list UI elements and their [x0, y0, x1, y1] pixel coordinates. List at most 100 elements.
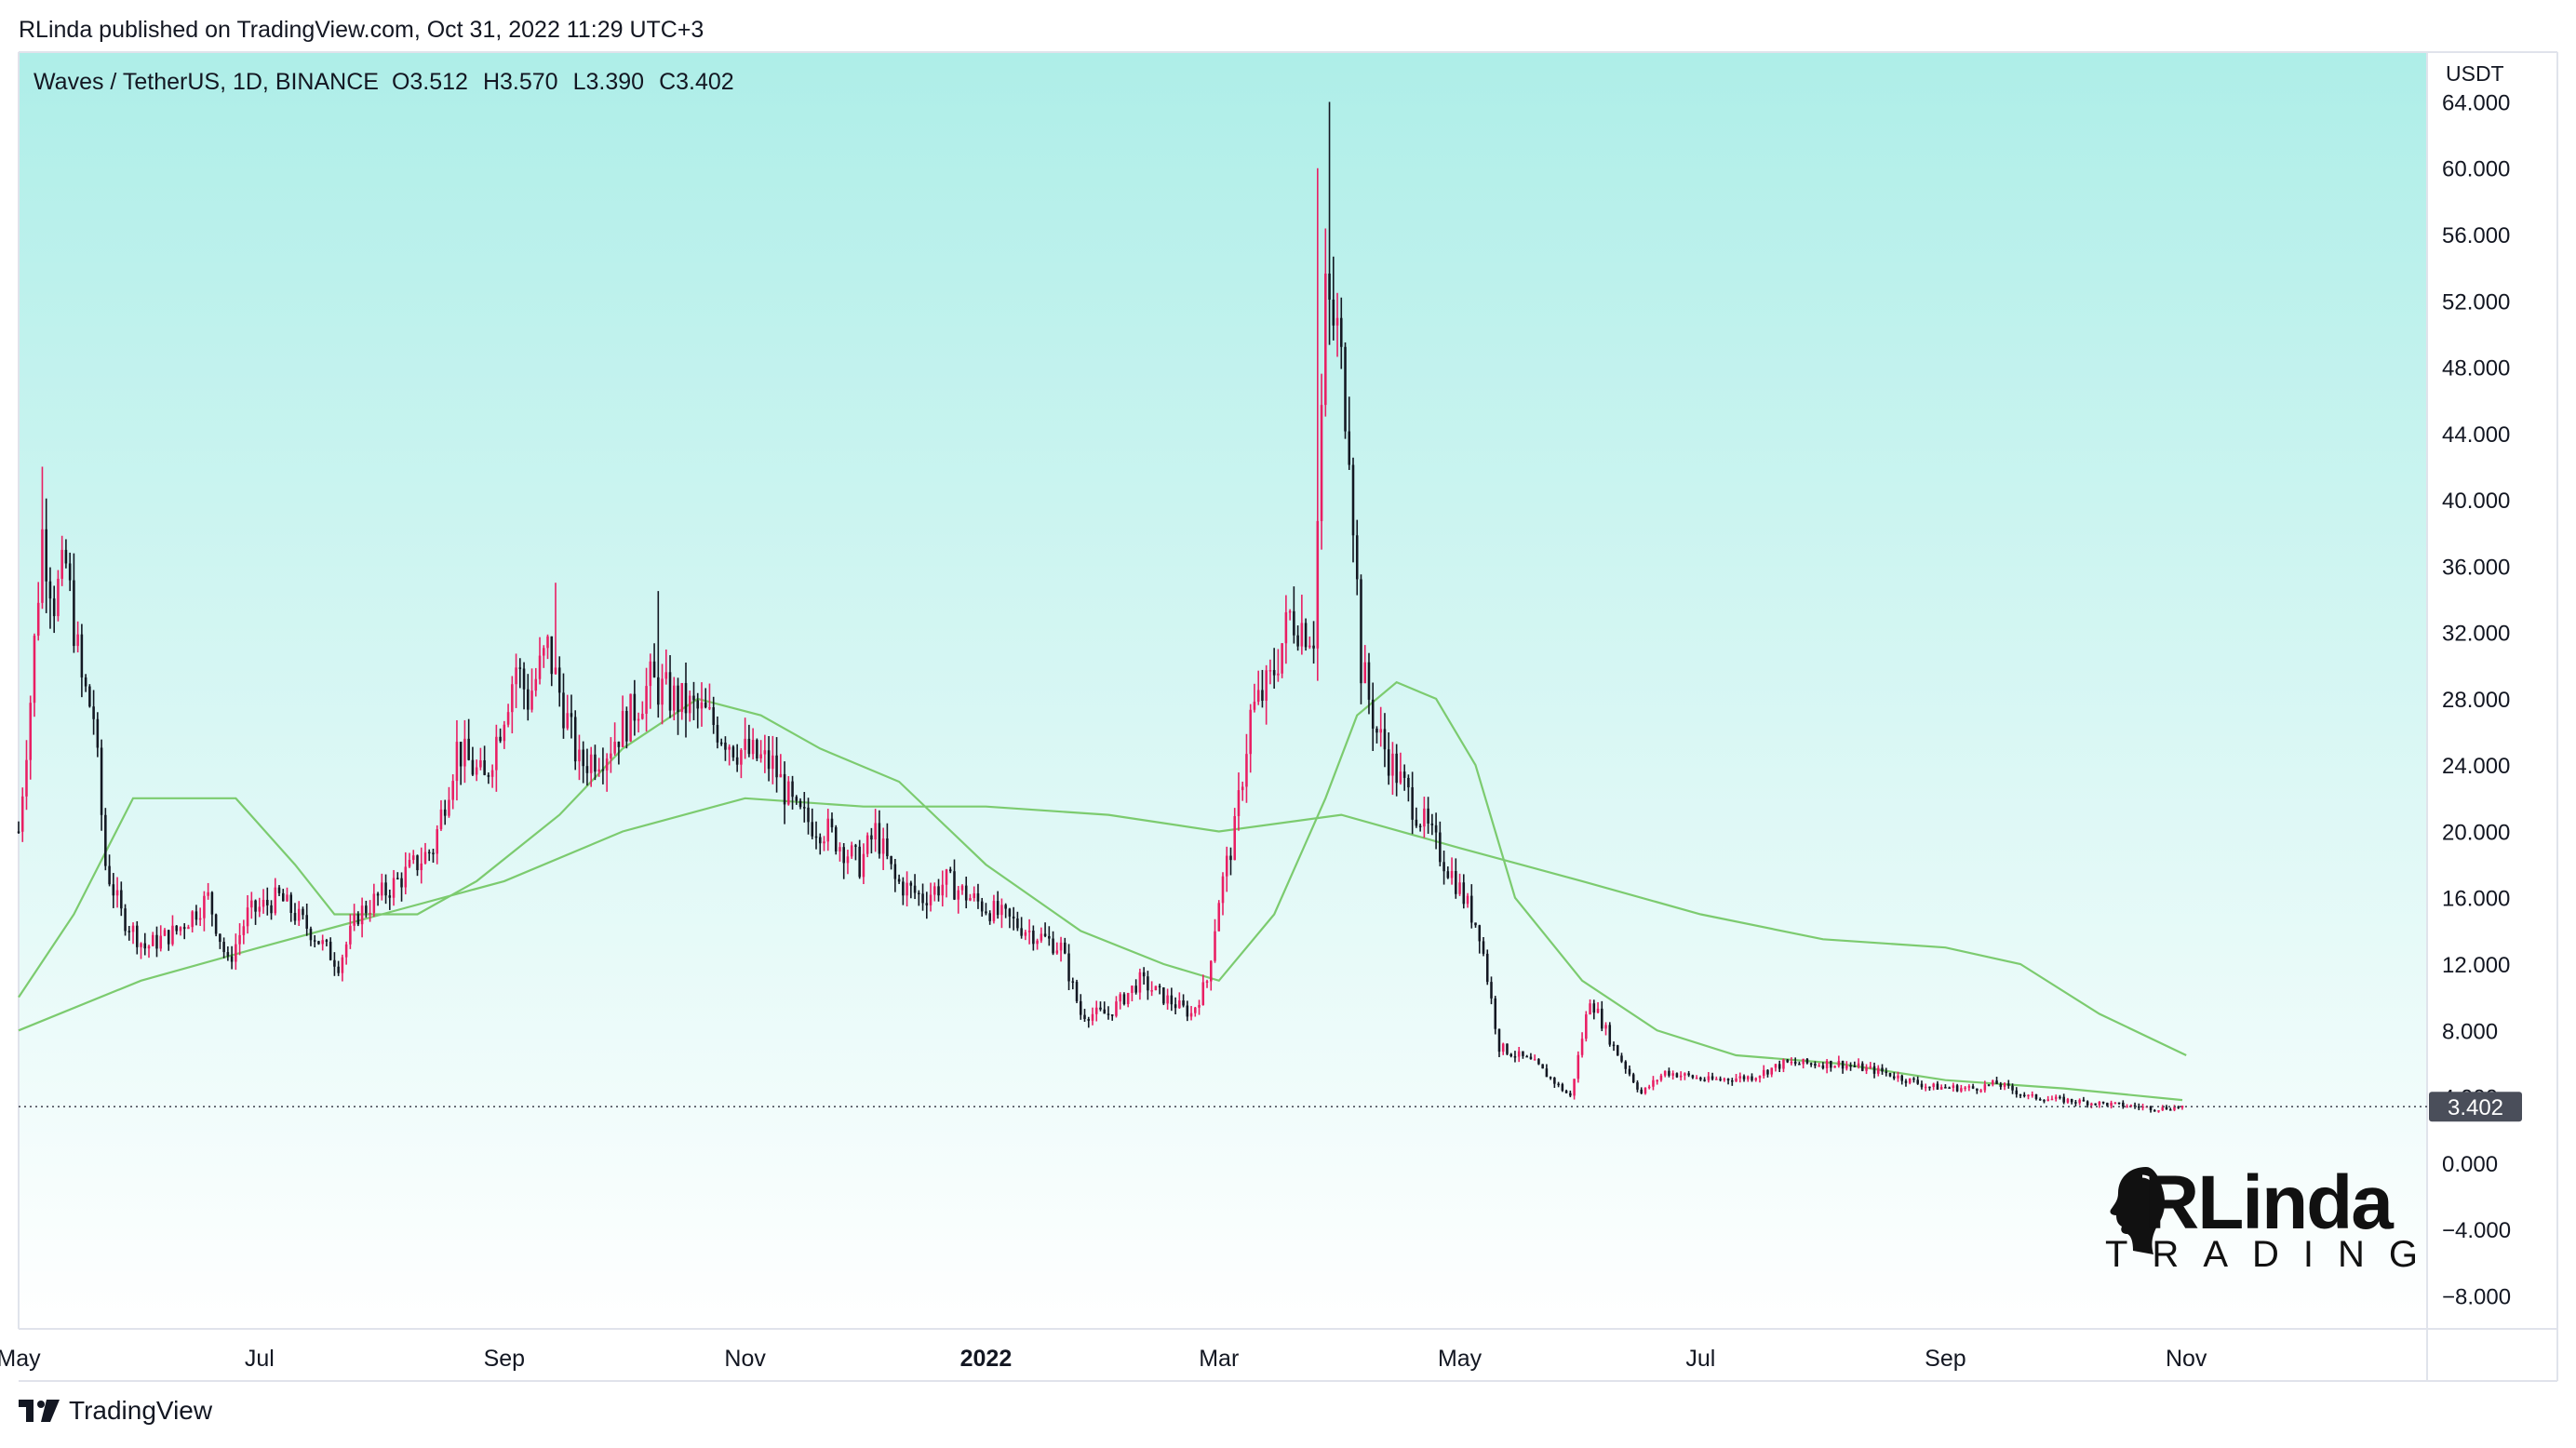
candle-body [392, 878, 396, 898]
candle-body [1126, 993, 1130, 1004]
candle-body [1845, 1065, 1848, 1069]
ma-line [18, 680, 2183, 1102]
candle-body [1580, 1039, 1584, 1055]
candle-body [1328, 273, 1331, 300]
candle-body [147, 945, 151, 949]
candle-body [1119, 994, 1121, 1002]
candle-body [1415, 819, 1418, 826]
candle-body [1877, 1067, 1880, 1074]
candle-body [1048, 935, 1051, 939]
candle-body [779, 773, 783, 778]
candle-body [605, 758, 609, 771]
candle-body [1075, 982, 1079, 1001]
candle-body [1087, 1019, 1091, 1021]
candle-body [633, 693, 637, 721]
candle-body [850, 845, 853, 857]
candle-body [490, 770, 494, 777]
candle-body [530, 690, 533, 710]
candle-body [1766, 1069, 1769, 1075]
candle-body [1427, 808, 1429, 824]
candle-body [191, 911, 194, 928]
candle-body [1976, 1088, 1979, 1091]
moving-averages [18, 680, 2187, 1102]
candle-body [1628, 1068, 1631, 1075]
candle-body [550, 636, 554, 675]
candle-body [1726, 1079, 1730, 1080]
candle-body [1699, 1078, 1702, 1080]
x-tick-label: Nov [724, 1346, 766, 1372]
symbol-legend[interactable]: Waves / TetherUS, 1D, BINANCE O3.512 H3.… [34, 69, 734, 96]
candle-body [1790, 1061, 1793, 1064]
candle-body [2180, 1106, 2184, 1108]
candle-body [344, 944, 348, 958]
candle-body [2027, 1094, 2030, 1097]
candle-body [617, 742, 621, 747]
x-axis[interactable]: May Jul Sep Nov 2022 Mar May Jul Sep Nov [0, 1346, 2207, 1372]
last-price-badge [2429, 1092, 2522, 1122]
candle-body [1383, 729, 1387, 750]
candle-body [1695, 1078, 1698, 1079]
y-tick-label: 32.000 [2442, 622, 2510, 647]
candle-body [1016, 918, 1019, 929]
candle-body [506, 712, 510, 725]
candle-body [1932, 1083, 1935, 1088]
candle-body [207, 892, 209, 896]
candle-body [2078, 1099, 2081, 1104]
candle-body [1545, 1068, 1549, 1078]
ma-line [18, 797, 2187, 1056]
candle-body [1363, 662, 1367, 684]
candle-body [175, 925, 178, 932]
candle-body [696, 700, 700, 709]
candle-body [167, 930, 170, 945]
candle-body [775, 755, 778, 778]
y-axis[interactable]: 64.000 60.000 56.000 52.000 48.000 44.000 40.0… [2442, 90, 2511, 1309]
candle-body [886, 838, 889, 857]
candle-body [1103, 1009, 1106, 1014]
candle-body [1308, 645, 1311, 648]
candle-body [2019, 1093, 2022, 1096]
candle-body [1497, 1028, 1501, 1052]
tradingview-footer[interactable]: TradingView [19, 1396, 212, 1426]
candle-body [518, 667, 522, 669]
candle-body [969, 898, 972, 901]
candle-body [700, 702, 704, 709]
candle-body [2129, 1105, 2133, 1107]
candle-body [973, 893, 975, 899]
candle-body [448, 799, 450, 816]
candle-body [411, 855, 415, 861]
candle-body [1205, 981, 1209, 983]
candle-body [1967, 1086, 1971, 1088]
candle-body [1281, 643, 1283, 674]
candle-body [1351, 464, 1355, 536]
candle-body [1549, 1077, 1552, 1079]
candle-body [1293, 610, 1295, 636]
rlinda-trading-watermark: RLinda TRADING [2105, 1160, 2418, 1275]
candle-body [360, 905, 364, 925]
candle-body [1083, 1014, 1086, 1020]
candle-body [2059, 1096, 2061, 1099]
candle-body [1652, 1079, 1655, 1087]
symbol-name[interactable]: Waves / TetherUS, 1D, BINANCE [34, 69, 379, 95]
candles [17, 101, 2184, 1113]
candle-body [566, 713, 569, 729]
candle-body [870, 835, 873, 840]
candle-body [1738, 1076, 1742, 1079]
candle-body [1809, 1063, 1813, 1066]
candle-body [235, 944, 237, 962]
candle-body [740, 749, 743, 765]
candle-body [242, 926, 246, 935]
candle-body [2126, 1106, 2128, 1108]
candle-body [1841, 1061, 1845, 1069]
candle-body [124, 908, 127, 932]
candle-body [104, 814, 107, 866]
candle-body [818, 837, 822, 844]
candle-body [1256, 690, 1260, 703]
candle-body [1478, 925, 1482, 942]
candle-body [1245, 754, 1248, 787]
candle-body [297, 908, 301, 921]
candle-body [120, 890, 123, 909]
candle-body [274, 887, 277, 914]
candle-body [214, 914, 218, 934]
candle-body [2034, 1093, 2038, 1099]
